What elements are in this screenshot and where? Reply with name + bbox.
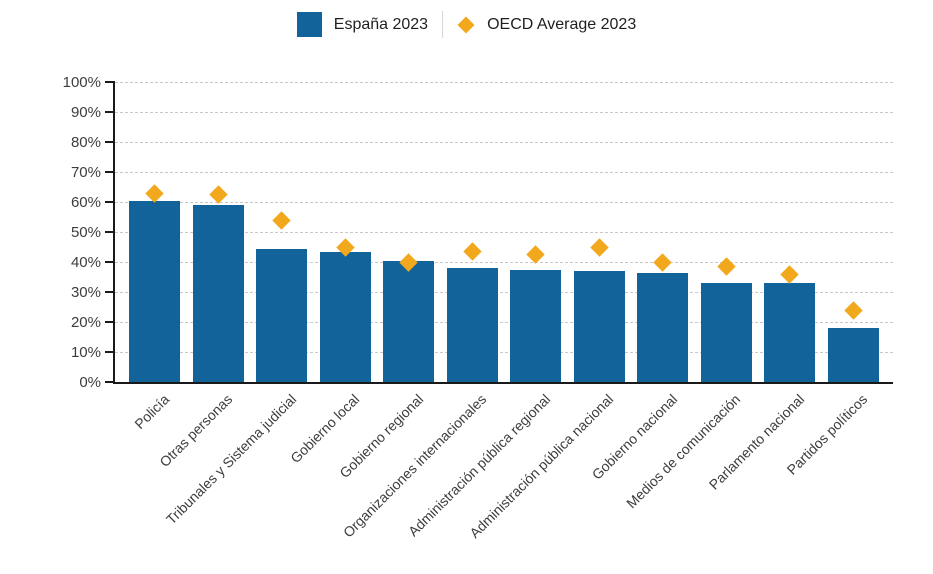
- x-axis-line: [113, 382, 893, 384]
- oecd-marker-12: [844, 300, 863, 320]
- oecd-marker-8: [590, 237, 609, 257]
- y-axis-label: 60%: [70, 193, 101, 211]
- y-axis-tick: [105, 291, 115, 293]
- y-axis-tick: [105, 351, 115, 353]
- y-axis-tick: [105, 261, 115, 263]
- bar-12: [827, 328, 879, 382]
- bar-3: [256, 248, 308, 382]
- y-axis-tick: [105, 321, 115, 323]
- bar-5: [383, 260, 435, 382]
- y-axis-label: 20%: [70, 313, 101, 331]
- bar-6: [446, 268, 498, 382]
- legend-label-oecd: OECD Average 2023: [487, 16, 637, 33]
- bar-8: [573, 271, 625, 382]
- y-axis-tick: [105, 381, 115, 383]
- gridline: [115, 141, 893, 143]
- bar-10: [700, 283, 752, 382]
- bar-4: [319, 251, 371, 382]
- y-axis-tick: [105, 231, 115, 233]
- bar-2: [192, 205, 244, 382]
- gridline: [115, 261, 893, 263]
- espana-square-icon: [296, 12, 322, 37]
- y-axis-label: 10%: [70, 343, 101, 361]
- legend-item-oecd[interactable]: OECD Average 2023: [457, 12, 636, 37]
- gridline: [115, 111, 893, 113]
- bar-7: [510, 269, 562, 382]
- y-axis-label: 0%: [79, 373, 101, 391]
- bar-11: [764, 283, 816, 382]
- gridline: [115, 171, 893, 173]
- y-axis-label: 70%: [70, 163, 101, 181]
- y-axis-tick: [105, 171, 115, 173]
- legend-item-espana[interactable]: España 2023: [296, 12, 429, 37]
- bar-9: [637, 272, 689, 382]
- y-axis-tick: [105, 111, 115, 113]
- y-axis-label: 30%: [70, 283, 101, 301]
- legend: España 2023 OECD Average 2023: [0, 11, 933, 38]
- oecd-marker-3: [272, 210, 291, 230]
- y-axis-tick: [105, 81, 115, 83]
- y-axis-label: 40%: [70, 253, 101, 271]
- legend-label-espana: España 2023: [333, 16, 429, 33]
- y-axis-label: 90%: [70, 103, 101, 121]
- oecd-marker-1: [145, 183, 164, 203]
- y-axis-label: 100%: [62, 73, 101, 91]
- bar-1: [129, 200, 181, 382]
- y-axis-label: 50%: [70, 223, 101, 241]
- legend-separator: [442, 11, 444, 38]
- gridline: [115, 351, 893, 353]
- oecd-marker-6: [463, 242, 482, 261]
- gridline: [115, 201, 893, 203]
- y-axis-tick: [105, 201, 115, 203]
- gridline: [115, 231, 893, 233]
- oecd-marker-11: [780, 264, 799, 284]
- y-axis-line: [113, 82, 115, 384]
- y-axis-tick: [105, 141, 115, 143]
- gridline: [115, 321, 893, 323]
- oecd-marker-10: [717, 257, 736, 276]
- gridline: [115, 81, 893, 83]
- gridline: [115, 291, 893, 293]
- oecd-marker-9: [653, 252, 672, 272]
- y-axis-label: 80%: [70, 133, 101, 151]
